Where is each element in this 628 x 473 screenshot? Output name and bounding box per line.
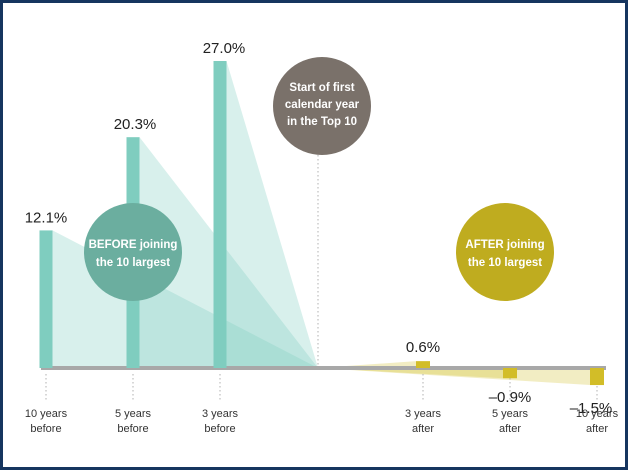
value-label-1: 20.3% <box>114 116 157 133</box>
tick-label-4-1: after <box>499 423 521 435</box>
bar-4 <box>503 368 517 379</box>
bar-2 <box>213 61 227 368</box>
axis-layer <box>41 366 606 370</box>
tick-label-2-1: before <box>204 423 235 435</box>
tick-label-4-0: 5 years <box>492 408 529 420</box>
after-annotation-text-1: the 10 largest <box>468 257 542 269</box>
before-annotation-text-1: the 10 largest <box>96 257 170 269</box>
tick-label-0-0: 10 years <box>25 408 68 420</box>
bar-3 <box>416 361 430 368</box>
tick-label-2-0: 3 years <box>202 408 239 420</box>
tick-label-3-1: after <box>412 423 434 435</box>
value-label-0: 12.1% <box>25 209 68 226</box>
center-annotation-text-2: in the Top 10 <box>287 116 357 128</box>
before-annotation-text-0: BEFORE joining <box>89 239 178 251</box>
chart-svg: 12.1%20.3%27.0%0.6%–0.9%–1.5%10 yearsbef… <box>25 40 619 435</box>
value-label-4: –0.9% <box>489 389 532 406</box>
after-annotation-text-0: AFTER joining <box>465 239 544 251</box>
value-label-5: –1.5% <box>570 400 613 417</box>
tick-label-1-1: before <box>117 423 148 435</box>
tick-label-5-1: after <box>586 423 608 435</box>
bar-layer <box>39 61 604 386</box>
value-label-2: 27.0% <box>203 40 246 57</box>
tick-label-5-0: 10 years <box>576 408 619 420</box>
label-layer: 12.1%20.3%27.0%0.6%–0.9%–1.5%10 yearsbef… <box>25 40 619 435</box>
value-label-3: 0.6% <box>406 339 440 356</box>
x-axis-baseline <box>41 366 606 370</box>
wedge-after-5 <box>318 368 604 386</box>
wedge-after-4 <box>318 368 517 379</box>
bar-0 <box>39 230 53 368</box>
circle-layer: Start of first calendar year in the Top 10… <box>84 57 554 301</box>
after-annotation-circle <box>456 203 554 301</box>
tick-label-3-0: 3 years <box>405 408 442 420</box>
center-annotation-text-1: calendar year <box>285 99 360 111</box>
before-annotation-circle <box>84 203 182 301</box>
center-annotation-text-0: Start of first <box>289 82 354 94</box>
wedge-before-2 <box>213 61 318 368</box>
tick-label-1-0: 5 years <box>115 408 152 420</box>
tick-label-0-1: before <box>30 423 61 435</box>
bar-5 <box>590 368 604 386</box>
center-annotation-circle <box>273 57 371 155</box>
